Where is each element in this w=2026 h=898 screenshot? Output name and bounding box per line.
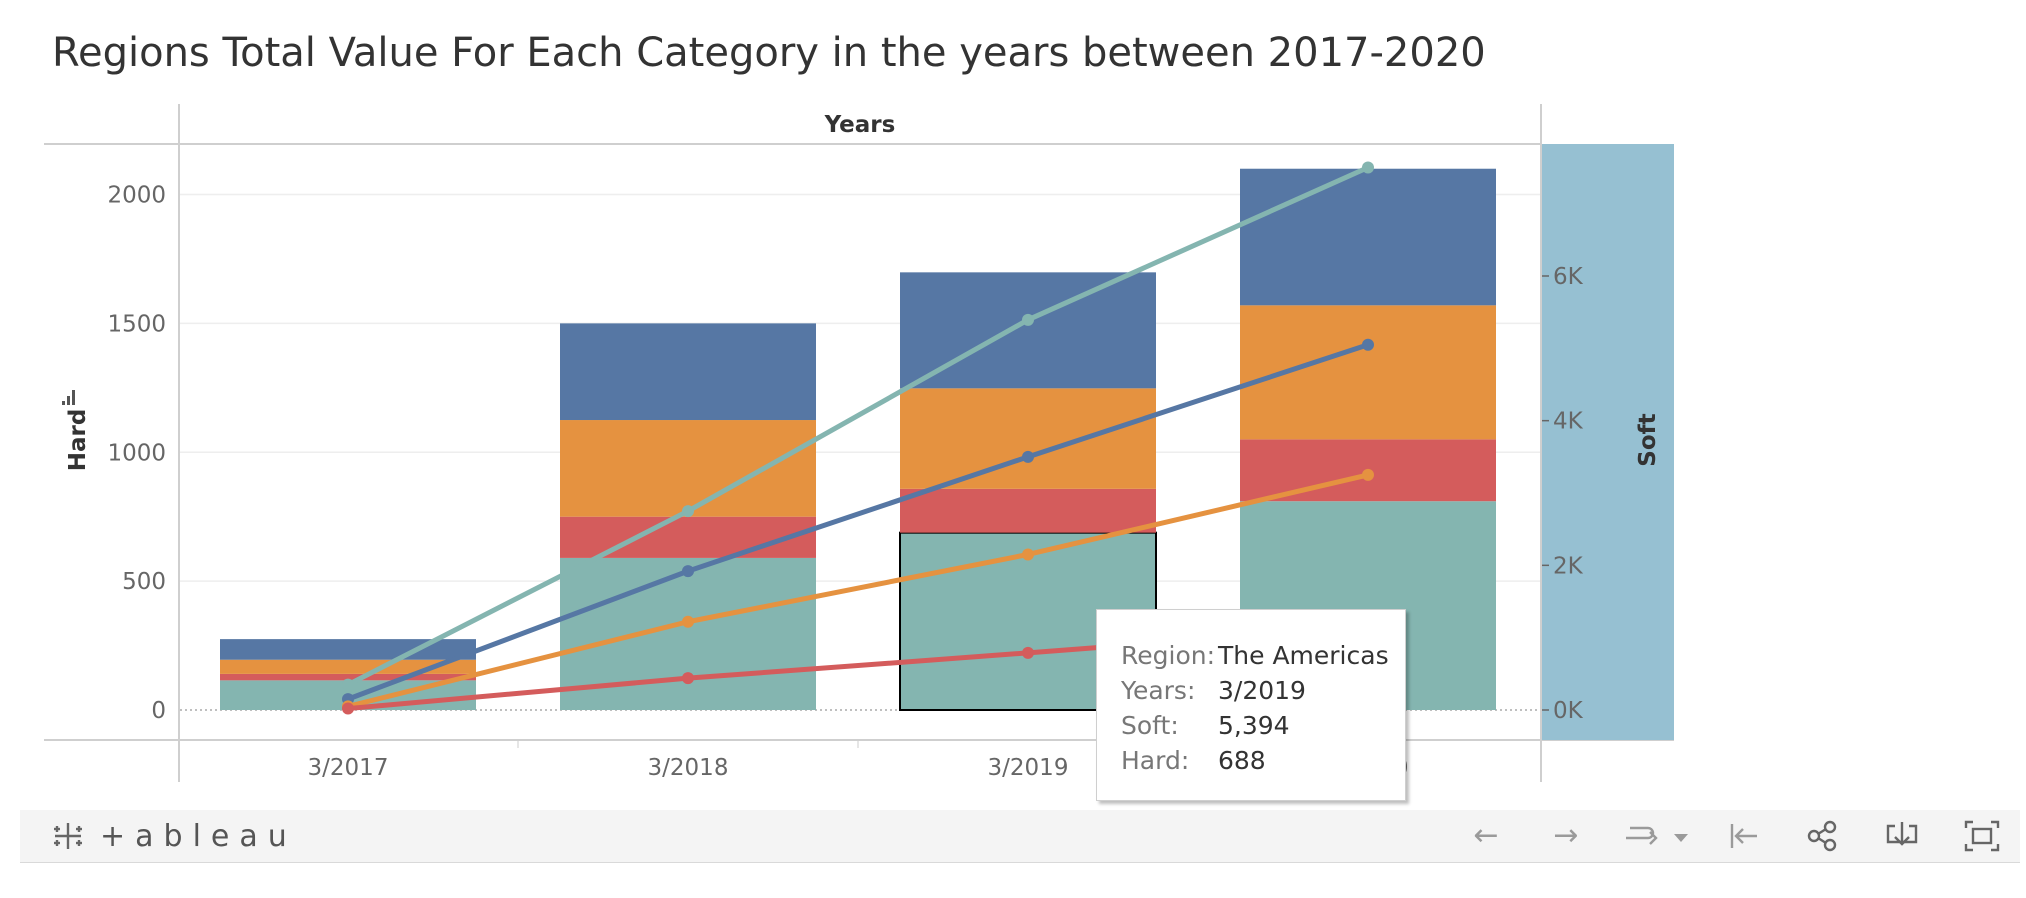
line-point-orange[interactable] bbox=[1362, 468, 1374, 481]
line-point-orange[interactable] bbox=[682, 615, 694, 628]
x-tick-label: 3/2019 bbox=[988, 755, 1069, 781]
line-series-orange[interactable] bbox=[347, 472, 1369, 709]
line-point-red[interactable] bbox=[682, 672, 694, 685]
left-tick-label: 1500 bbox=[107, 311, 166, 337]
tooltip-value: The Americas bbox=[1218, 641, 1389, 670]
download-icon[interactable] bbox=[1883, 818, 1921, 854]
line-point-teal[interactable] bbox=[1022, 313, 1034, 326]
left-tick-label: 0 bbox=[151, 698, 166, 724]
soft-axis-band bbox=[1542, 144, 1674, 740]
dropdown-icon[interactable] bbox=[1670, 818, 1692, 854]
tooltip-row-years: Years: 3/2019 bbox=[1121, 673, 1405, 708]
revert-icon[interactable] bbox=[1622, 818, 1660, 854]
line-point-blue[interactable] bbox=[1362, 338, 1374, 351]
tooltip-key: Hard: bbox=[1121, 746, 1190, 775]
tooltip: Region: The Americas Years: 3/2019 Soft: 5,… bbox=[1096, 609, 1406, 801]
tooltip-key: Region: bbox=[1121, 641, 1216, 670]
chart-frame bbox=[44, 104, 1674, 782]
line-point-teal[interactable] bbox=[342, 678, 354, 691]
line-point-teal[interactable] bbox=[1362, 161, 1374, 174]
x-tick-label: 3/2017 bbox=[308, 755, 389, 781]
left-tick-label: 2000 bbox=[107, 183, 166, 209]
bar-segment-red[interactable] bbox=[220, 673, 476, 681]
right-tick-label: 6K bbox=[1553, 264, 1584, 290]
share-icon[interactable] bbox=[1803, 818, 1841, 854]
redo-icon[interactable]: → bbox=[1553, 818, 1579, 853]
line-point-red[interactable] bbox=[342, 702, 354, 715]
tooltip-value: 688 bbox=[1218, 746, 1266, 775]
x-axis-header: Years bbox=[824, 112, 896, 138]
chart: Years 0 500 1000 1500 2000 0K 2K 4K 6K 3/2017 3/… bbox=[44, 104, 1674, 782]
tableau-logo[interactable]: +ableau bbox=[50, 818, 297, 854]
bar-segment-red[interactable] bbox=[900, 488, 1156, 533]
line-series-blue[interactable] bbox=[347, 342, 1369, 702]
bar-segment-orange[interactable] bbox=[560, 420, 816, 517]
bar-segment-blue[interactable] bbox=[560, 323, 816, 421]
line-point-teal[interactable] bbox=[682, 505, 694, 518]
bar-segment-red[interactable] bbox=[560, 516, 816, 558]
line-point-orange[interactable] bbox=[1022, 548, 1034, 561]
reset-icon[interactable] bbox=[1725, 818, 1763, 854]
tableau-logo-text: +ableau bbox=[100, 818, 297, 854]
tooltip-row-region: Region: The Americas bbox=[1121, 638, 1405, 673]
line-point-blue[interactable] bbox=[682, 565, 694, 578]
left-tick-label: 1000 bbox=[107, 440, 166, 466]
right-tick-label: 2K bbox=[1553, 553, 1584, 579]
line-point-red[interactable] bbox=[1022, 646, 1034, 659]
bar-segment-blue[interactable] bbox=[220, 639, 476, 660]
tooltip-row-soft: Soft: 5,394 bbox=[1121, 708, 1405, 743]
tooltip-row-hard: Hard: 688 bbox=[1121, 743, 1405, 778]
tooltip-key: Years: bbox=[1121, 676, 1196, 705]
bar-segment-blue[interactable] bbox=[1240, 168, 1496, 306]
left-axis-label: Hard bbox=[65, 409, 91, 472]
undo-icon[interactable]: ← bbox=[1473, 818, 1499, 853]
fullscreen-icon[interactable] bbox=[1963, 818, 2001, 854]
left-axis-title: Hard bbox=[65, 409, 91, 472]
bar-segment-orange[interactable] bbox=[900, 388, 1156, 489]
tooltip-value: 5,394 bbox=[1218, 711, 1290, 740]
bar-segment-orange[interactable] bbox=[220, 659, 476, 674]
right-axis-title: Soft bbox=[1635, 413, 1661, 466]
tableau-logo-icon bbox=[54, 823, 82, 849]
sort-icon[interactable] bbox=[62, 390, 75, 405]
chart-title: Regions Total Value For Each Category in… bbox=[52, 30, 1486, 76]
tooltip-value: 3/2019 bbox=[1218, 676, 1306, 705]
toolbar: +ableau ← → bbox=[20, 810, 2020, 863]
right-axis-label: Soft bbox=[1635, 413, 1661, 466]
right-tick-label: 4K bbox=[1553, 409, 1584, 435]
line-point-blue[interactable] bbox=[1022, 450, 1034, 463]
x-tick-label: 3/2018 bbox=[648, 755, 729, 781]
bars bbox=[220, 168, 1496, 712]
left-axis-ticks: 0 500 1000 1500 2000 bbox=[107, 183, 166, 725]
right-axis-ticks: 0K 2K 4K 6K bbox=[1542, 264, 1584, 724]
left-tick-label: 500 bbox=[122, 569, 166, 595]
tooltip-key: Soft: bbox=[1121, 711, 1179, 740]
right-tick-label: 0K bbox=[1553, 698, 1584, 724]
line-series-teal[interactable] bbox=[346, 165, 1370, 687]
